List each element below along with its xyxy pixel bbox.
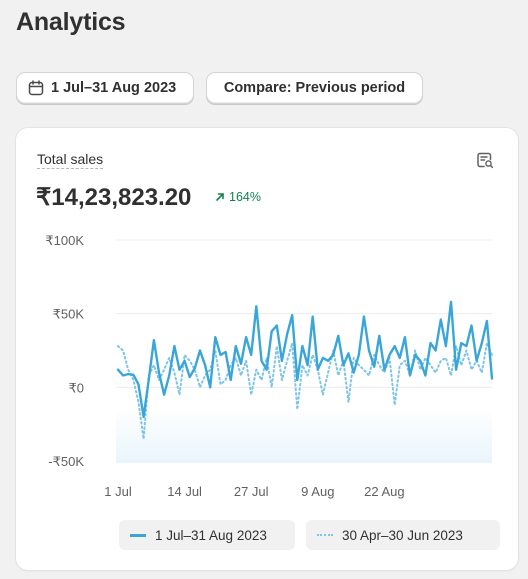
sales-line-chart: ₹100K ₹50K ₹0 -₹50K 1 Jul 14 Jul 27 Jul 9 Aug 22… [45, 233, 494, 499]
x-tick-label: 14 Jul [167, 484, 202, 499]
legend-label-previous: 30 Apr–30 Jun 2023 [342, 527, 463, 543]
date-range-button[interactable]: 1 Jul–31 Aug 2023 [16, 72, 194, 104]
total-sales-value: ₹14,23,823.20 [36, 184, 192, 211]
legend-swatch-solid [130, 533, 146, 537]
date-range-label: 1 Jul–31 Aug 2023 [51, 80, 177, 96]
series-line-current [116, 300, 494, 418]
x-tick-label: 9 Aug [301, 484, 334, 499]
x-tick-label: 22 Aug [364, 484, 405, 499]
chart-area-fade [116, 408, 492, 463]
y-tick-label: ₹100K [45, 233, 84, 248]
total-sales-card: Total sales ₹14,23,823.20 164% ₹100K ₹50K… [16, 128, 518, 570]
arrow-up-right-icon [216, 193, 224, 201]
legend-swatch-dotted [317, 534, 333, 536]
y-tick-label: -₹50K [48, 454, 84, 469]
compare-label: Compare: Previous period [223, 80, 406, 96]
page-title: Analytics [16, 8, 126, 36]
y-tick-label: ₹50K [53, 307, 85, 322]
series-line-previous [117, 342, 493, 440]
trend-badge: 164% [215, 190, 261, 204]
legend-item-previous[interactable]: 30 Apr–30 Jun 2023 [306, 520, 500, 550]
card-title[interactable]: Total sales [37, 151, 104, 169]
legend-item-current[interactable]: 1 Jul–31 Aug 2023 [119, 520, 295, 550]
x-tick-label: 1 Jul [104, 484, 132, 499]
y-tick-label: ₹0 [68, 380, 84, 395]
legend-label-current: 1 Jul–31 Aug 2023 [155, 527, 267, 543]
x-tick-label: 27 Jul [234, 484, 269, 499]
explore-report-icon[interactable] [476, 151, 494, 169]
compare-button[interactable]: Compare: Previous period [206, 72, 423, 104]
trend-percent: 164% [229, 190, 261, 204]
calendar-icon [28, 80, 44, 96]
